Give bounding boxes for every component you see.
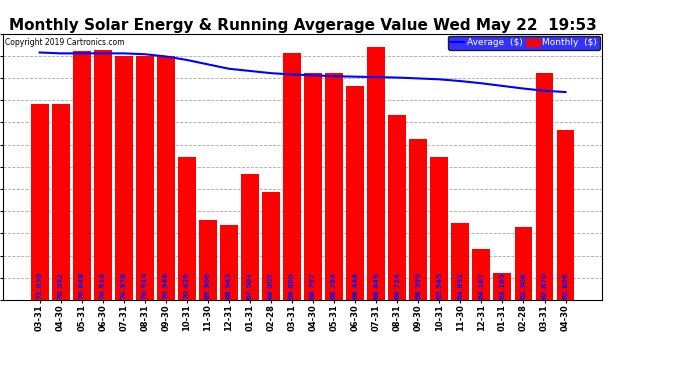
Bar: [451, 223, 469, 300]
Text: 70.948: 70.948: [163, 272, 169, 298]
Text: 67.503: 67.503: [247, 272, 253, 298]
Text: 64.167: 64.167: [478, 272, 484, 298]
Bar: [535, 73, 553, 300]
Text: 62.508: 62.508: [520, 272, 526, 298]
Text: 70.914: 70.914: [99, 272, 106, 298]
Text: 66.399: 66.399: [415, 272, 422, 298]
Text: 66.849: 66.849: [373, 272, 380, 298]
Text: 65.945: 65.945: [436, 272, 442, 298]
Text: 66.005: 66.005: [268, 272, 274, 298]
Bar: [136, 56, 154, 300]
Text: 70.648: 70.648: [79, 272, 85, 298]
Bar: [431, 157, 448, 300]
Bar: [473, 249, 491, 300]
Text: 63.165: 63.165: [500, 272, 506, 298]
Text: 62.896: 62.896: [562, 272, 569, 298]
Bar: [262, 192, 280, 300]
Bar: [409, 139, 427, 300]
Bar: [515, 227, 533, 300]
Bar: [283, 53, 301, 300]
Text: 70.914: 70.914: [141, 272, 148, 298]
Bar: [388, 115, 406, 300]
Legend: Average  ($), Monthly  ($): Average ($), Monthly ($): [448, 36, 600, 50]
Bar: [220, 225, 238, 300]
Text: 66.784: 66.784: [331, 272, 337, 298]
Bar: [304, 73, 322, 300]
Text: Copyright 2019 Cartronics.com: Copyright 2019 Cartronics.com: [5, 38, 124, 47]
Bar: [199, 220, 217, 300]
Bar: [30, 104, 48, 300]
Text: 71.030: 71.030: [37, 272, 43, 298]
Bar: [557, 130, 575, 300]
Bar: [115, 56, 132, 300]
Text: 66.797: 66.797: [310, 272, 316, 298]
Text: 66.714: 66.714: [394, 272, 400, 298]
Bar: [72, 51, 90, 300]
Text: 70.429: 70.429: [184, 272, 190, 298]
Text: 66.448: 66.448: [352, 272, 358, 298]
Text: 69.906: 69.906: [205, 272, 211, 298]
Text: 64.991: 64.991: [457, 272, 464, 298]
Text: 62.870: 62.870: [542, 272, 547, 298]
Title: Monthly Solar Energy & Running Avgerage Value Wed May 22  19:53: Monthly Solar Energy & Running Avgerage …: [9, 18, 596, 33]
Bar: [157, 56, 175, 300]
Text: 68.943: 68.943: [226, 272, 232, 298]
Bar: [52, 104, 70, 300]
Bar: [241, 174, 259, 300]
Bar: [325, 73, 343, 300]
Bar: [346, 86, 364, 300]
Bar: [493, 273, 511, 300]
Bar: [94, 50, 112, 300]
Bar: [178, 157, 196, 300]
Text: 66.860: 66.860: [289, 272, 295, 298]
Text: 70.958: 70.958: [121, 272, 127, 298]
Text: 70.592: 70.592: [58, 272, 63, 298]
Bar: [367, 47, 385, 300]
